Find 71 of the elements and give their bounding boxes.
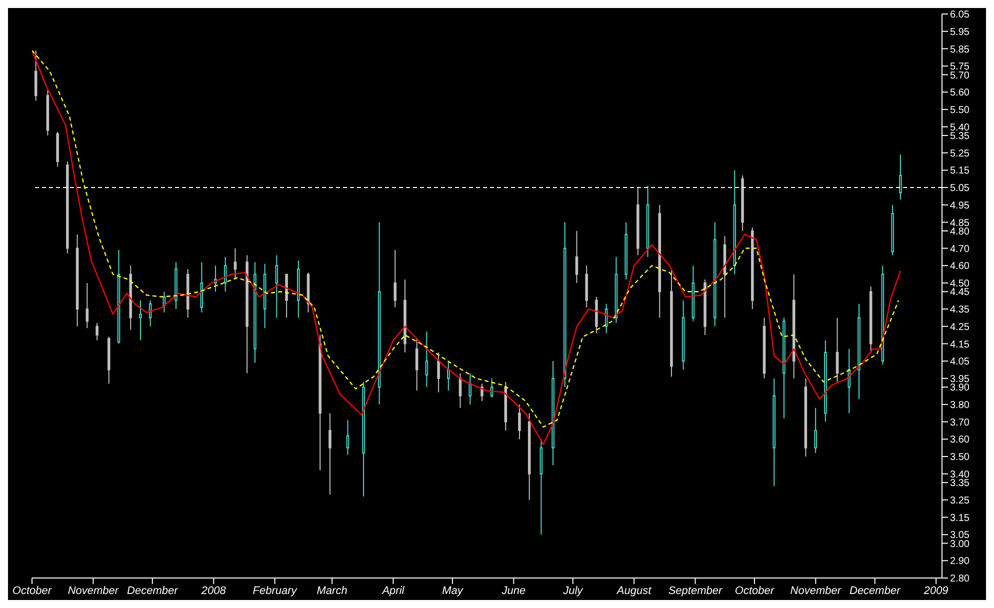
x-tick-label: July (562, 584, 584, 597)
x-tick-label: August (616, 584, 652, 597)
x-tick-label: November (790, 584, 842, 597)
candlestick (394, 250, 396, 308)
x-tick-label: April (381, 584, 405, 597)
y-tick-label: 6.05 (950, 10, 970, 21)
x-tick-label: February (252, 584, 298, 597)
candlestick (575, 230, 578, 284)
y-tick-label: 5.60 (950, 88, 970, 99)
candlestick (139, 300, 142, 341)
y-tick-label: 4.25 (950, 322, 970, 333)
candlestick (518, 404, 521, 440)
x-tick-label: May (442, 584, 464, 597)
candlestick (425, 331, 428, 388)
x-tick-label: September (668, 584, 724, 597)
y-tick-label: 5.95 (950, 26, 970, 38)
y-tick-label: 5.70 (950, 70, 970, 82)
candlestick (346, 420, 350, 456)
candlestick (447, 360, 450, 392)
x-tick-label: December (127, 584, 180, 597)
candlestick (836, 317, 839, 382)
y-tick-label: 2.80 (950, 574, 970, 585)
candlestick (275, 254, 278, 318)
y-tick-label: 4.80 (950, 226, 970, 238)
y-tick-label: 3.05 (950, 530, 970, 542)
y-tick-label: 3.00 (950, 538, 970, 550)
y-tick-label: 4.15 (950, 339, 970, 350)
candlestick (480, 383, 484, 402)
x-tick-label: December (850, 584, 902, 597)
x-tick-label: 2008 (200, 584, 227, 597)
y-tick-label: 3.35 (950, 478, 970, 490)
y-tick-label: 4.60 (950, 261, 970, 272)
candlestick (328, 412, 332, 496)
y-tick-label: 5.35 (950, 131, 970, 142)
y-tick-label: 5.40 (950, 122, 970, 134)
y-tick-label: 3.25 (950, 495, 970, 506)
x-tick-label: October (734, 584, 776, 597)
candlestick (415, 338, 418, 392)
candlestick (86, 282, 89, 329)
y-tick-label: 3.70 (950, 417, 970, 428)
x-tick-label: March (316, 584, 348, 597)
y-tick-label: 3.95 (950, 374, 970, 385)
candlestick (468, 372, 472, 405)
y-tick-label: 4.85 (950, 218, 970, 229)
candlestick (234, 248, 237, 280)
x-tick-label: November (68, 584, 120, 597)
y-tick-label: 3.40 (950, 469, 970, 480)
x-tick-label: October (12, 584, 53, 597)
y-tick-label: 3.50 (950, 452, 970, 464)
y-tick-label: 4.35 (950, 304, 970, 316)
candlestick (899, 154, 902, 200)
x-tick-label: 2009 (922, 584, 948, 597)
candlestick (814, 407, 817, 454)
y-tick-label: 3.60 (950, 434, 970, 446)
y-tick-label: 5.05 (950, 183, 970, 194)
y-tick-label: 5.50 (950, 104, 970, 116)
y-tick-label: 3.90 (950, 382, 970, 394)
candlestick (96, 322, 98, 341)
y-tick-label: 4.45 (950, 287, 970, 298)
y-tick-label: 3.80 (950, 400, 970, 412)
y-tick-label: 5.85 (950, 44, 970, 56)
x-tick-label: June (500, 584, 526, 597)
y-tick-label: 4.05 (950, 356, 970, 368)
y-tick-label: 5.15 (950, 166, 970, 177)
y-tick-label: 5.75 (950, 62, 970, 73)
y-tick-label: 4.95 (950, 200, 970, 212)
candlestick (437, 352, 440, 393)
y-tick-label: 4.70 (950, 244, 970, 255)
y-tick-label: 3.15 (950, 512, 970, 524)
y-tick-label: 5.25 (950, 148, 970, 160)
y-tick-label: 2.90 (950, 556, 970, 568)
